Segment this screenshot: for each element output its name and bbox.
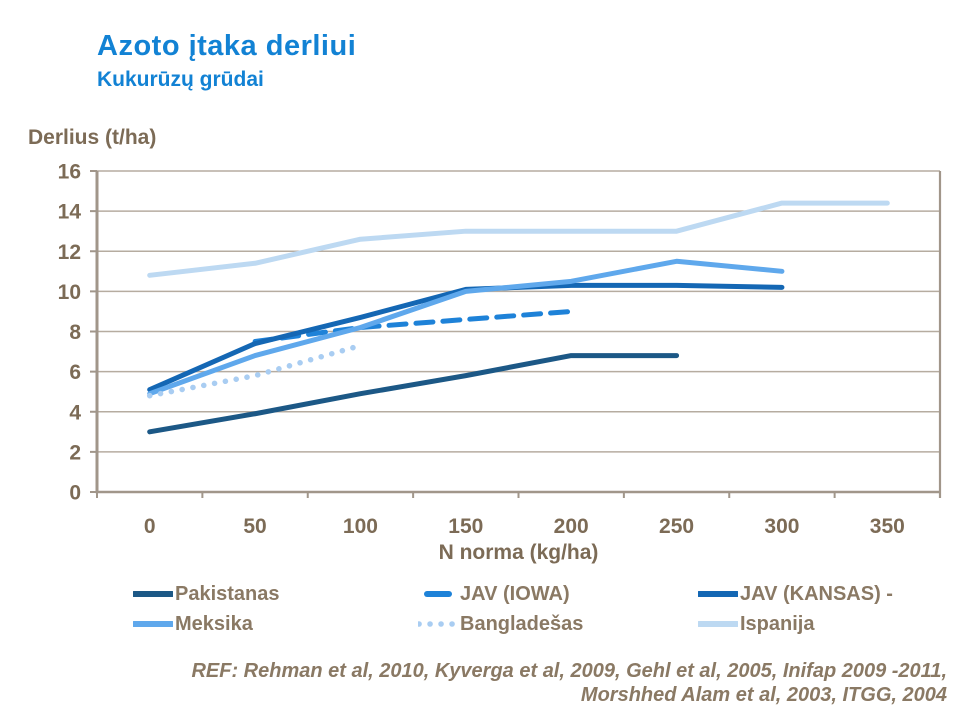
y-tick-label: 12 (58, 241, 81, 264)
x-tick-label: 350 (870, 515, 905, 538)
series-line-pakistanas (147, 353, 680, 435)
series-line-banglade-as (146, 342, 364, 399)
legend-swatch-solid-line (698, 591, 738, 597)
series-line-ispanija (147, 200, 890, 278)
chart-subtitle: Kukurūzų grūdai (97, 68, 264, 91)
legend-label: Ispanija (740, 612, 815, 635)
x-tick-label: 150 (448, 515, 483, 538)
reference-line-1: REF: Rehman et al, 2010, Kyverga et al, … (191, 660, 947, 682)
legend-swatch-dotted-line (418, 621, 458, 627)
reference-text: REF: Rehman et al, 2010, Kyverga et al, … (47, 659, 947, 707)
y-tick-label: 2 (69, 441, 81, 464)
x-tick-label: 250 (659, 515, 694, 538)
legend-swatch-solid-line (698, 621, 738, 627)
x-tick-label: 300 (764, 515, 799, 538)
y-axis-title: Derlius (t/ha) (28, 126, 157, 149)
x-tick-label: 50 (243, 515, 266, 538)
chart-title: Azoto įtaka derliui (97, 30, 357, 62)
legend-item-banglade-as: Bangladešas (418, 613, 698, 636)
series-line-meksika (147, 258, 785, 397)
legend-item-jav-kansas: JAV (KANSAS) - (698, 583, 938, 606)
x-tick-label: 100 (343, 515, 378, 538)
legend-swatch-solid-line (133, 621, 173, 627)
y-tick-label: 8 (69, 321, 81, 344)
y-tick-label: 4 (69, 401, 81, 424)
legend-label: Pakistanas (175, 582, 280, 605)
legend-label: Meksika (175, 612, 253, 635)
y-tick-label: 10 (58, 281, 81, 304)
legend-label: JAV (KANSAS) - (740, 582, 893, 605)
reference-line-2: Morshhed Alam et al, 2003, ITGG, 2004 (580, 684, 947, 706)
x-tick-label: 200 (554, 515, 589, 538)
series-line-jav-iowa (252, 308, 574, 345)
legend-item-ispanija: Ispanija (698, 613, 938, 636)
y-tick-label: 16 (58, 161, 81, 184)
legend-label: Bangladešas (460, 612, 584, 635)
y-tick-label: 0 (69, 482, 81, 505)
legend-item-jav-iowa: JAV (IOWA) (418, 583, 698, 606)
legend: Pakistanas JAV (IOWA) JAV (KANSAS) - Meksik… (133, 579, 938, 639)
y-tick-label: 14 (58, 201, 82, 224)
legend-swatch-solid-line (133, 591, 173, 597)
legend-swatch-dashed-line (424, 591, 452, 597)
legend-item-pakistanas: Pakistanas (133, 583, 418, 606)
legend-label: JAV (IOWA) (460, 582, 570, 605)
x-axis-title: N norma (kg/ha) (438, 541, 599, 564)
y-tick-label: 6 (69, 361, 81, 384)
x-tick-label: 0 (144, 515, 156, 538)
legend-item-meksika: Meksika (133, 613, 418, 636)
